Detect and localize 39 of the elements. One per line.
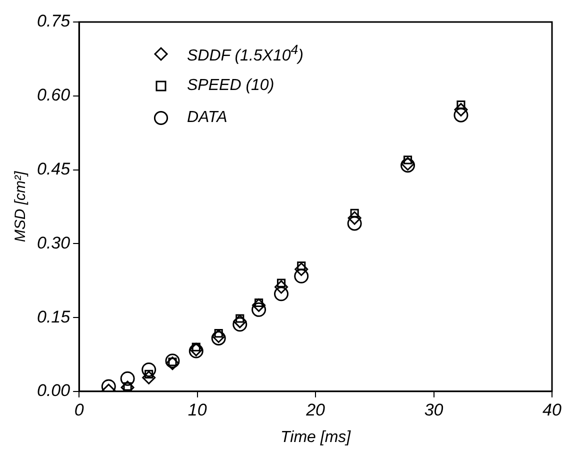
point bbox=[165, 354, 180, 368]
y-tick-label: 0.60 bbox=[36, 86, 71, 105]
x-tick-label: 30 bbox=[424, 400, 444, 420]
point bbox=[166, 356, 180, 370]
legend-label: DATA bbox=[187, 109, 228, 127]
point bbox=[294, 268, 309, 284]
point bbox=[211, 330, 226, 346]
y-axis-title: MSD [cm²] bbox=[12, 170, 30, 242]
x-axis-title: Time [ms] bbox=[280, 428, 352, 446]
point bbox=[252, 298, 266, 312]
point bbox=[212, 329, 226, 343]
point bbox=[101, 379, 116, 392]
point bbox=[142, 370, 156, 384]
point bbox=[456, 100, 466, 110]
y-tick-label: 0.15 bbox=[36, 307, 71, 326]
point bbox=[274, 286, 289, 302]
point bbox=[142, 362, 156, 377]
point bbox=[348, 211, 362, 225]
point bbox=[120, 380, 134, 392]
x-tick-label: 10 bbox=[188, 400, 208, 420]
point bbox=[294, 262, 308, 276]
y-tick-label: 0.75 bbox=[36, 12, 71, 31]
point bbox=[120, 371, 135, 386]
y-tick-label: 0.30 bbox=[36, 233, 71, 252]
point bbox=[232, 317, 248, 332]
x-tick-label: 40 bbox=[542, 400, 562, 420]
y-tick-label: 0.45 bbox=[36, 159, 71, 178]
point bbox=[252, 302, 266, 317]
x-tick-label: 20 bbox=[305, 400, 326, 420]
legend-label: SPEED (10) bbox=[187, 77, 274, 95]
point bbox=[454, 102, 468, 116]
point bbox=[233, 314, 247, 328]
y-tick-label: 0.00 bbox=[36, 381, 71, 400]
point bbox=[347, 216, 362, 231]
point bbox=[454, 108, 468, 122]
legend-label: SDDF (1.5X10$^{4}$) bbox=[187, 42, 304, 66]
point bbox=[274, 280, 288, 294]
point bbox=[350, 208, 359, 218]
x-tick-label: 0 bbox=[74, 400, 84, 420]
